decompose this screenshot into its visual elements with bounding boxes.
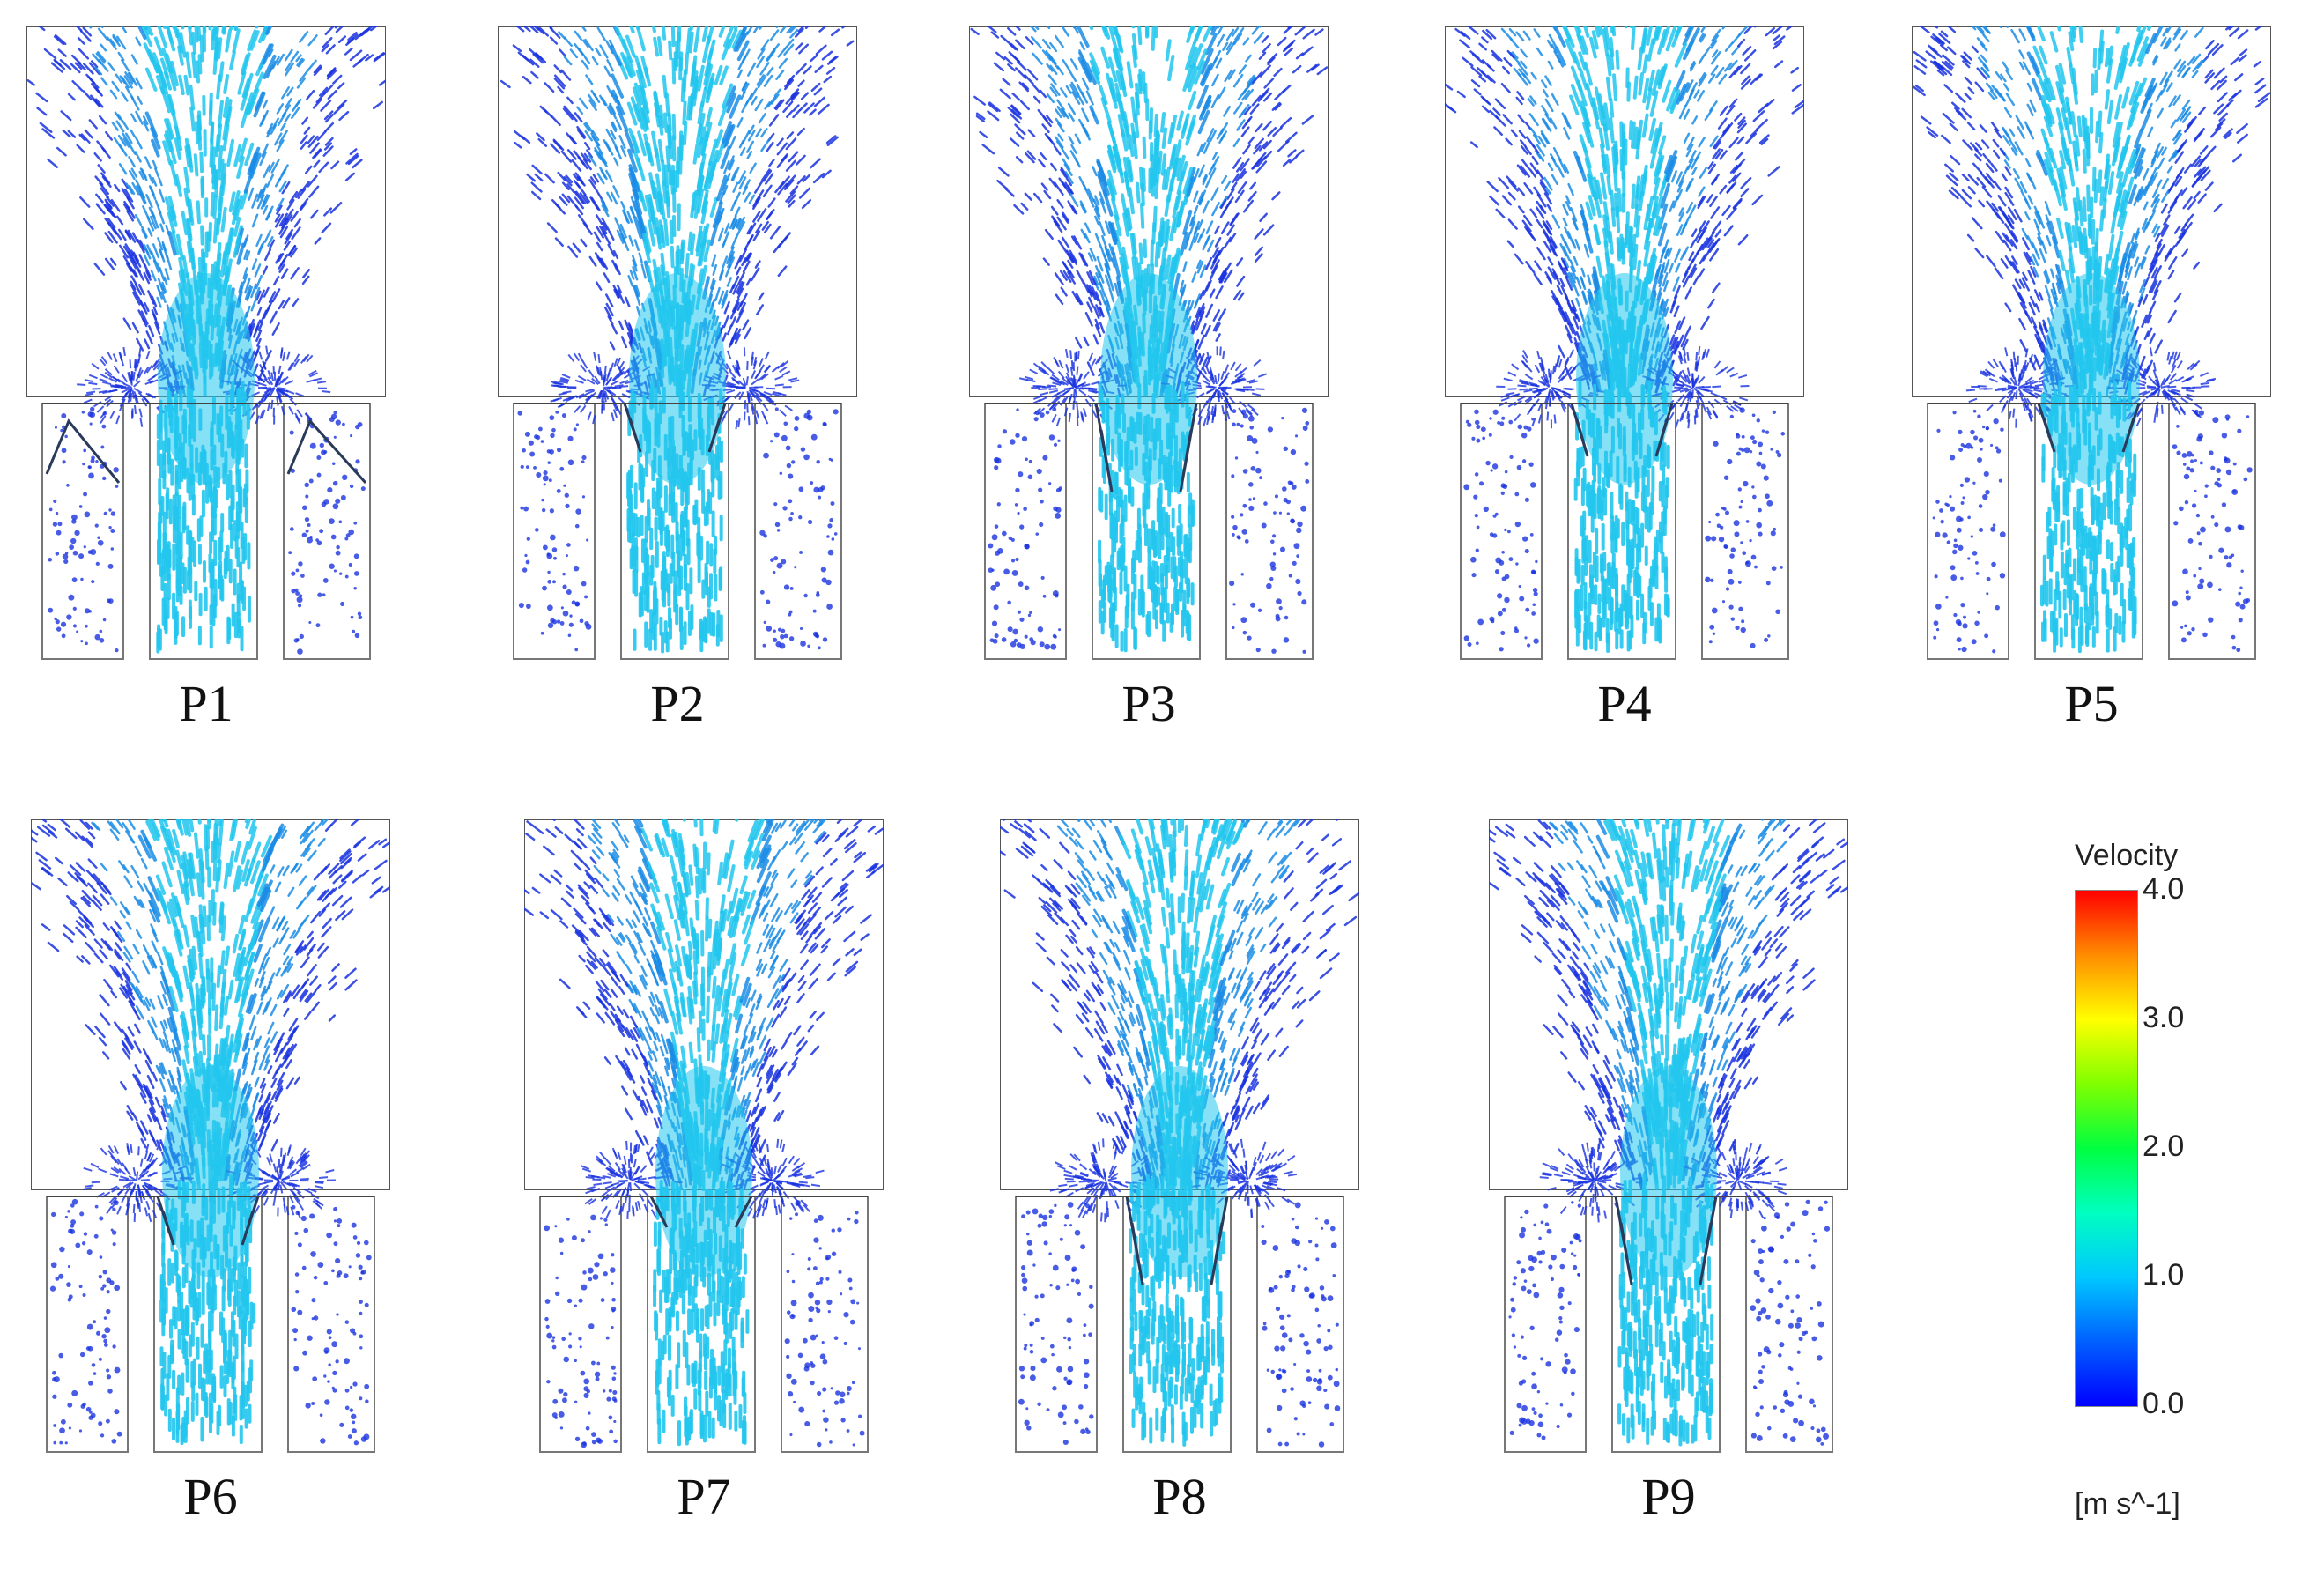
legend-tick-0: 0.0 (2143, 1387, 2185, 1420)
baffle (1094, 403, 1198, 492)
vector-field (1445, 26, 1804, 654)
panel-p6: P6 (31, 819, 390, 1522)
vector-field (1912, 26, 2271, 654)
lower-channel-outline (754, 403, 842, 660)
baffle (623, 403, 727, 453)
panel-label-p5: P5 (2064, 675, 2119, 732)
lower-channel-outline (539, 1196, 622, 1453)
panel-label-p2: P2 (650, 675, 705, 732)
legend-units: [m s^-1] (2075, 1487, 2180, 1521)
velocity-legend: Velocity 4.0 3.0 2.0 1.0 0.0 [m s^-1] (2053, 828, 2282, 1524)
panel-p3: P3 (969, 26, 1329, 729)
velocity-vector-plot-p3 (969, 26, 1329, 660)
lower-channel-outline (781, 1196, 869, 1453)
legend-title: Velocity (2075, 839, 2179, 872)
velocity-vector-plot-p7 (524, 819, 884, 1453)
panel-label-p1: P1 (179, 675, 233, 732)
vector-field (970, 26, 1329, 654)
legend-tick-4: 4.0 (2143, 872, 2185, 906)
velocity-vector-plot-p8 (1000, 819, 1359, 1453)
baffle (1125, 1196, 1229, 1285)
baffle (156, 1196, 260, 1246)
vector-field (524, 819, 884, 1448)
velocity-vector-plot-p1 (26, 26, 386, 660)
velocity-vector-plot-p6 (31, 819, 390, 1453)
baffle (1570, 403, 1674, 457)
velocity-vector-plot-p2 (498, 26, 857, 660)
baffle (45, 418, 367, 485)
panel-label-p9: P9 (1641, 1468, 1696, 1525)
vector-field (500, 26, 855, 654)
baffle (1614, 1196, 1718, 1285)
panel-p7: P7 (524, 819, 884, 1522)
panel-p2: P2 (498, 26, 857, 729)
panel-p9: P9 (1489, 819, 1848, 1522)
panel-label-p8: P8 (1152, 1468, 1207, 1525)
lower-channel-outline (984, 403, 1067, 660)
velocity-vector-plot-p5 (1912, 26, 2271, 660)
velocity-vector-plot-p9 (1489, 819, 1848, 1453)
legend-tick-1: 1.0 (2143, 1258, 2185, 1292)
legend-colorbar (2075, 890, 2138, 1407)
lower-channel-outline (1460, 403, 1543, 660)
lower-channel-outline (1256, 1196, 1344, 1453)
legend-tick-2: 2.0 (2143, 1129, 2185, 1163)
panel-p1: P1 (26, 26, 386, 729)
baffle (2037, 403, 2141, 453)
vector-field (26, 26, 386, 655)
panel-label-p6: P6 (183, 1468, 238, 1525)
panel-label-p4: P4 (1597, 675, 1652, 732)
lower-channel-outline (1927, 403, 2009, 660)
panel-label-p7: P7 (677, 1468, 731, 1525)
vector-field (1489, 819, 1848, 1447)
panel-p8: P8 (1000, 819, 1359, 1522)
panel-p4: P4 (1445, 26, 1804, 729)
vector-field (1000, 819, 1359, 1448)
legend-tick-3: 3.0 (2143, 1001, 2185, 1034)
vector-field (31, 819, 390, 1446)
velocity-vector-plot-p4 (1445, 26, 1804, 660)
baffle (649, 1196, 753, 1228)
lower-channel-outline (1504, 1196, 1587, 1453)
panel-label-p3: P3 (1121, 675, 1176, 732)
panel-p5: P5 (1912, 26, 2271, 729)
